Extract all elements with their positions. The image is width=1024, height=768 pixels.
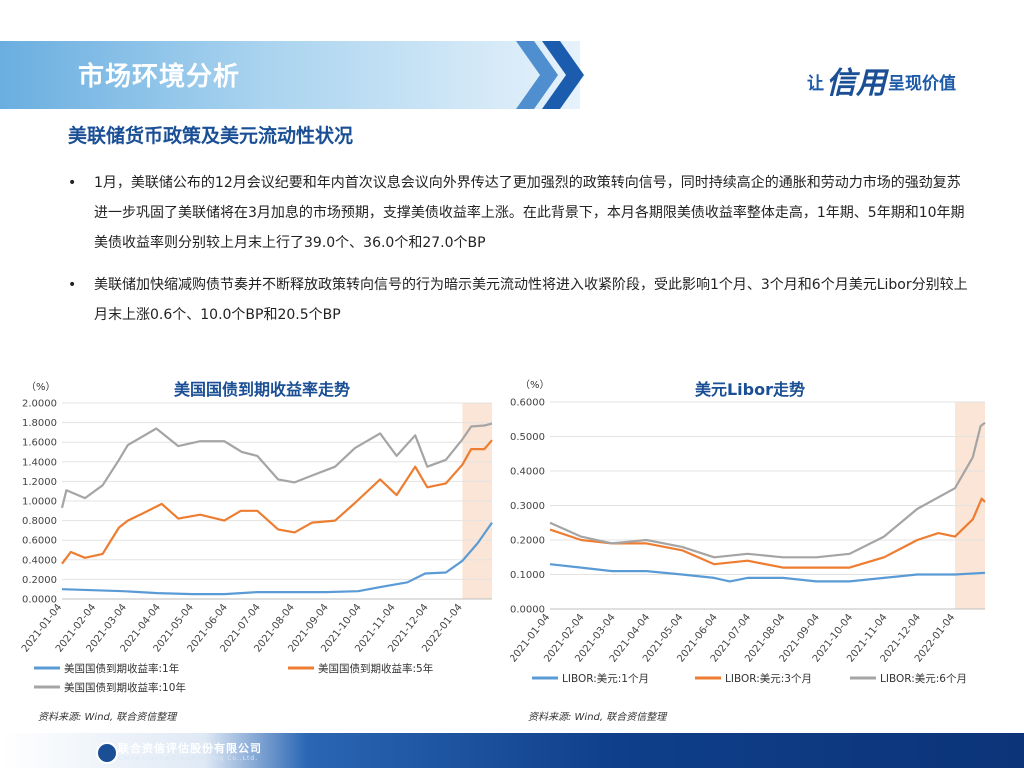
legend-label: LIBOR:美元:3个月	[725, 672, 812, 685]
footer-bar	[0, 733, 1024, 768]
legend-label: 美国国债到期收益率:1年	[64, 662, 179, 675]
header-band	[0, 41, 580, 109]
y-tick-label: 0.8000	[22, 516, 57, 527]
y-axis-unit: （%）	[26, 381, 56, 393]
y-tick-label: 1.0000	[22, 497, 57, 508]
legend-label: LIBOR:美元:6个月	[880, 672, 967, 685]
y-tick-label: 0.4000	[22, 555, 57, 566]
series-line	[549, 563, 986, 583]
treasury-yield-chart: 美国国债到期收益率走势 （%） 0.0000 0.2000 0.4000 0.6000 0.…	[20, 380, 493, 694]
legend-label: LIBOR:美元:1个月	[562, 672, 649, 685]
legend-label: 美国国债到期收益率:5年	[318, 662, 433, 675]
source-note-left: 资料来源: Wind, 联合资信整理	[38, 712, 177, 723]
chart-title: 美国国债到期收益率走势	[174, 380, 350, 399]
bullet-item: 1月，美联储公布的12月会议纪要和年内首次议息会议向外界传达了更加强烈的政策转向…	[68, 168, 968, 258]
y-tick-label: 0.1000	[510, 570, 545, 581]
slogan: 让信用 呈现价值	[807, 58, 956, 102]
y-tick-label: 0.2000	[22, 575, 57, 586]
series-line	[61, 521, 493, 596]
y-tick-label: 1.2000	[22, 477, 57, 488]
series-line	[549, 497, 986, 569]
y-tick-label: 1.6000	[22, 438, 57, 449]
series-line	[549, 421, 986, 559]
bullet-list: 1月，美联储公布的12月会议纪要和年内首次议息会议向外界传达了更加强烈的政策转向…	[68, 168, 968, 342]
y-tick-label: 0.4000	[510, 467, 545, 478]
chart-title: 美元Libor走势	[695, 380, 805, 399]
libor-chart: 美元Libor走势 （%） 0.0000 0.1000 0.2000 0.3000 0.40…	[510, 379, 986, 685]
bullet-item: 美联储加快缩减购债节奏并不断释放政策转向信号的行为暗示美元流动性将进入收紧阶段，…	[68, 270, 968, 330]
y-tick-label: 0.6000	[510, 398, 545, 409]
page-title: 市场环境分析	[78, 62, 241, 92]
slogan-post: 呈现价值	[888, 74, 956, 94]
footer-company: 联合资信评估股份有限公司	[118, 742, 262, 755]
y-tick-label: 0.6000	[22, 536, 57, 547]
y-tick-label: 0.5000	[510, 432, 545, 443]
legend-label: 美国国债到期收益率:10年	[64, 681, 186, 694]
header-chevron-icon	[516, 41, 584, 109]
footer-company-en: China Lianhe Credit Rating Co.,Ltd.	[118, 755, 259, 762]
y-tick-label: 0.0000	[22, 595, 57, 606]
y-tick-label: 0.3000	[510, 501, 545, 512]
y-tick-label: 1.4000	[22, 457, 57, 468]
company-logo-icon	[96, 742, 118, 764]
y-axis-unit: （%）	[520, 379, 550, 391]
slogan-pre: 让	[807, 74, 824, 94]
slogan-big: 信用	[826, 66, 886, 101]
y-tick-label: 2.0000	[22, 399, 57, 410]
series-line	[60, 422, 493, 509]
source-note-right: 资料来源: Wind, 联合资信整理	[528, 712, 667, 723]
y-tick-label: 1.8000	[22, 418, 57, 429]
section-title: 美联储货币政策及美元流动性状况	[68, 125, 354, 147]
y-tick-label: 0.0000	[510, 605, 545, 616]
series-line	[61, 439, 493, 565]
y-tick-label: 0.2000	[510, 536, 545, 547]
